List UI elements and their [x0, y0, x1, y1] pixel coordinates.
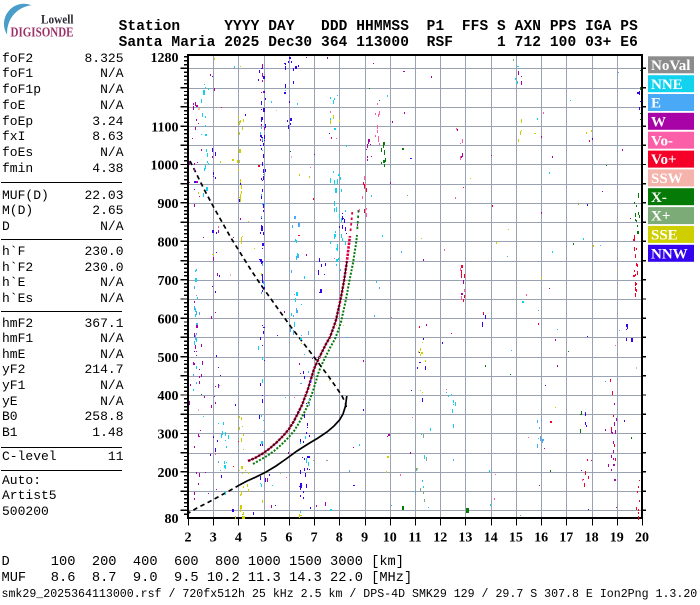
svg-text:Vo+: Vo+	[651, 152, 677, 168]
svg-text:900: 900	[158, 197, 179, 212]
svg-text:20: 20	[635, 531, 649, 546]
svg-text:2: 2	[185, 531, 192, 546]
svg-text:SSW: SSW	[651, 171, 683, 187]
svg-text:80: 80	[165, 512, 179, 527]
svg-text:200: 200	[158, 466, 179, 481]
svg-text:4: 4	[235, 531, 242, 546]
svg-text:Vo-: Vo-	[651, 133, 673, 149]
svg-text:9: 9	[361, 531, 368, 546]
svg-text:NNW: NNW	[651, 246, 688, 262]
svg-text:W: W	[651, 114, 666, 130]
svg-text:SSE: SSE	[651, 228, 678, 244]
svg-text:1100: 1100	[151, 120, 178, 135]
svg-text:19: 19	[610, 531, 624, 546]
svg-text:12: 12	[433, 531, 447, 546]
svg-text:15: 15	[509, 531, 523, 546]
svg-text:6: 6	[285, 531, 292, 546]
svg-text:X-: X-	[651, 190, 667, 206]
svg-text:1000: 1000	[151, 159, 179, 174]
svg-text:NoVal: NoVal	[651, 58, 690, 74]
svg-text:700: 700	[158, 274, 179, 289]
svg-text:8: 8	[336, 531, 343, 546]
svg-text:500: 500	[158, 351, 179, 366]
svg-text:800: 800	[158, 236, 179, 251]
svg-text:5: 5	[260, 531, 267, 546]
svg-text:300: 300	[158, 428, 179, 443]
svg-text:10: 10	[383, 531, 397, 546]
svg-text:3: 3	[210, 531, 217, 546]
svg-text:17: 17	[559, 531, 573, 546]
svg-text:E: E	[651, 96, 661, 112]
svg-text:1280: 1280	[151, 51, 179, 66]
svg-text:X+: X+	[651, 209, 670, 225]
svg-text:600: 600	[158, 312, 179, 327]
svg-text:16: 16	[534, 531, 548, 546]
svg-text:400: 400	[158, 389, 179, 404]
svg-text:NNE: NNE	[651, 77, 683, 93]
svg-text:14: 14	[484, 531, 498, 546]
svg-text:18: 18	[585, 531, 599, 546]
svg-text:Lowell: Lowell	[41, 13, 74, 27]
svg-text:11: 11	[408, 531, 421, 546]
svg-text:13: 13	[458, 531, 472, 546]
svg-text:DIGISONDE: DIGISONDE	[11, 25, 74, 40]
svg-text:7: 7	[311, 531, 318, 546]
